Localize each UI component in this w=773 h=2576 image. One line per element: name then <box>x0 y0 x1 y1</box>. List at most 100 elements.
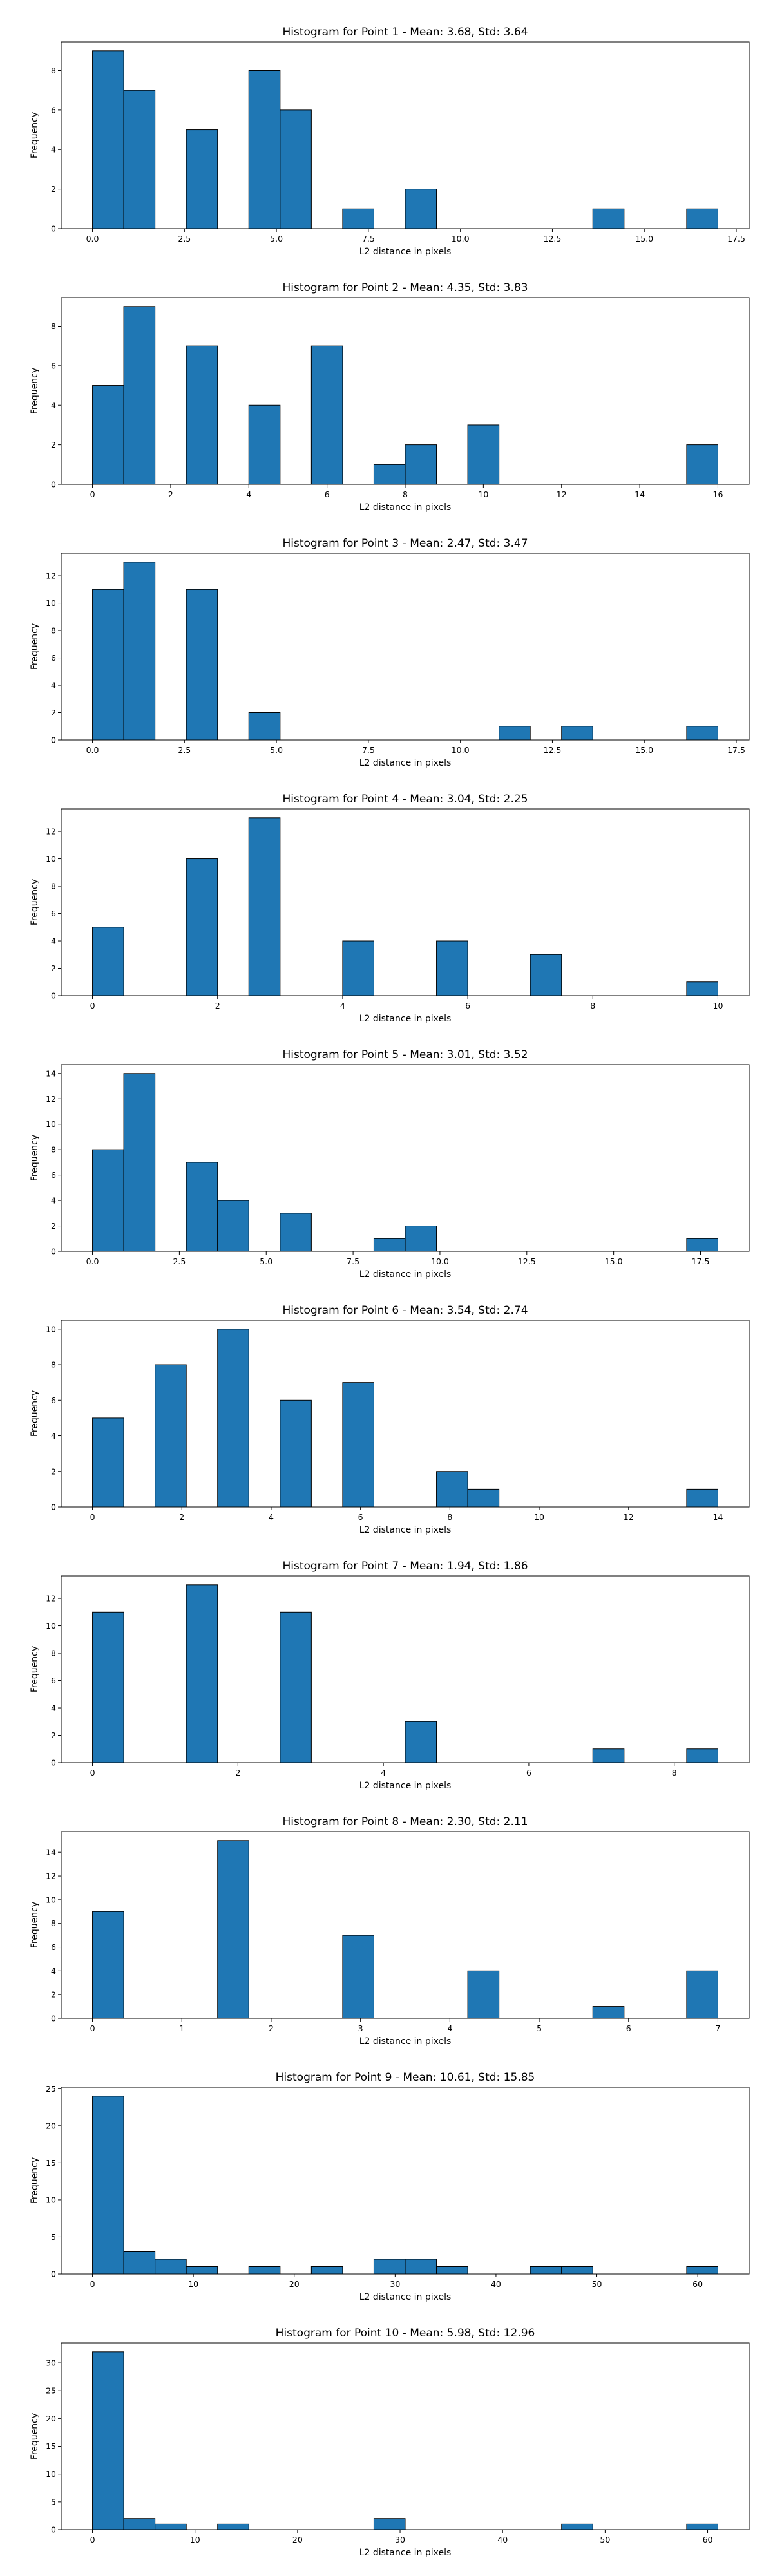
histogram-bar <box>436 940 468 996</box>
histogram-bar <box>686 1238 718 1252</box>
y-tick-label: 2 <box>51 1990 56 2000</box>
x-tick-label: 2 <box>179 1512 184 1522</box>
y-tick-label: 0 <box>51 2269 56 2279</box>
y-tick-label: 2 <box>51 440 56 450</box>
histogram-bar <box>436 2266 468 2275</box>
chart-title: Histogram for Point 5 - Mean: 3.01, Std:… <box>282 1048 528 1061</box>
histogram-bar <box>686 726 718 741</box>
chart-title: Histogram for Point 2 - Mean: 4.35, Std:… <box>282 281 528 294</box>
histogram-bar <box>186 129 218 229</box>
histogram-bar <box>280 1399 312 1508</box>
histogram-bar <box>123 306 156 485</box>
histogram-panel-1: Histogram for Point 1 - Mean: 3.68, Std:… <box>30 26 750 257</box>
y-tick-label: 2 <box>51 1466 56 1476</box>
y-tick-label: 12 <box>46 1871 56 1881</box>
plot-frame <box>61 41 750 229</box>
plot-frame <box>61 1320 750 1508</box>
histogram-bar <box>248 2266 281 2275</box>
y-tick-label: 2 <box>51 1221 56 1231</box>
histogram-bar <box>436 1471 468 1508</box>
x-tick-label: 4 <box>246 489 251 499</box>
histogram-bar <box>123 90 156 229</box>
histogram-bar <box>186 2266 218 2275</box>
histogram-bar <box>186 589 218 741</box>
y-tick-label: 4 <box>51 1703 56 1713</box>
x-tick-label: 20 <box>292 2535 303 2544</box>
y-tick-label: 15 <box>46 2441 56 2451</box>
histogram-bar <box>280 109 312 229</box>
y-tick-label: 6 <box>51 1676 56 1685</box>
x-tick-label: 20 <box>289 2279 300 2289</box>
y-axis-label: Frequency <box>30 879 40 925</box>
chart-title: Histogram for Point 10 - Mean: 5.98, Std… <box>276 2327 535 2340</box>
y-tick-label: 2 <box>51 1730 56 1740</box>
histogram-bar <box>248 712 281 741</box>
x-tick-label: 7 <box>715 2023 720 2033</box>
y-tick-label: 8 <box>51 1918 56 1928</box>
histogram-bar <box>467 424 500 485</box>
x-tick-label: 14 <box>635 489 645 499</box>
x-tick-label: 5.0 <box>260 1256 272 1266</box>
x-tick-label: 0 <box>90 2535 95 2544</box>
histogram-bar <box>592 208 625 229</box>
x-tick-label: 40 <box>491 2279 501 2289</box>
histogram-bar <box>561 726 593 741</box>
plot-frame <box>61 553 750 741</box>
histogram-bar <box>467 1970 500 2019</box>
y-tick-label: 0 <box>51 2014 56 2023</box>
chart-title: Histogram for Point 4 - Mean: 3.04, Std:… <box>282 793 528 806</box>
histogram-bar <box>405 1721 437 1763</box>
histogram-bar <box>561 2523 593 2530</box>
histogram-bar <box>405 189 437 229</box>
x-tick-label: 12.5 <box>544 234 562 243</box>
x-tick-label: 60 <box>703 2535 713 2544</box>
x-tick-label: 2 <box>168 489 173 499</box>
y-axis-label: Frequency <box>30 623 40 670</box>
y-tick-label: 10 <box>46 1895 56 1904</box>
x-tick-label: 8 <box>590 1001 595 1010</box>
y-tick-label: 2 <box>51 184 56 194</box>
histogram-bar <box>92 927 124 996</box>
histogram-bar <box>92 1149 124 1252</box>
histogram-bar <box>310 345 343 485</box>
y-tick-label: 10 <box>46 1621 56 1631</box>
x-tick-label: 4 <box>447 2023 452 2033</box>
histogram-bar <box>686 1748 718 1763</box>
y-tick-label: 12 <box>46 827 56 837</box>
y-tick-label: 15 <box>46 2158 56 2168</box>
chart-title: Histogram for Point 8 - Mean: 2.30, Std:… <box>282 1815 528 1828</box>
histogram-panel-9: Histogram for Point 9 - Mean: 10.61, Std… <box>30 2071 750 2302</box>
y-tick-label: 6 <box>51 361 56 370</box>
chart-title: Histogram for Point 1 - Mean: 3.68, Std:… <box>282 26 528 39</box>
y-tick-label: 14 <box>46 1848 56 1857</box>
y-tick-label: 0 <box>51 991 56 1001</box>
histogram-bar <box>310 2266 343 2275</box>
x-tick-label: 17.5 <box>727 234 745 243</box>
y-tick-label: 30 <box>46 2358 56 2368</box>
y-tick-label: 10 <box>46 2469 56 2479</box>
x-tick-label: 2 <box>235 1768 240 1777</box>
y-tick-label: 0 <box>51 1247 56 1256</box>
histogram-bar <box>155 1364 187 1508</box>
y-tick-label: 12 <box>46 1594 56 1604</box>
chart-title: Histogram for Point 6 - Mean: 3.54, Std:… <box>282 1304 528 1317</box>
histogram-bar <box>280 1611 312 1763</box>
x-tick-label: 10 <box>188 2279 198 2289</box>
y-tick-label: 0 <box>51 2525 56 2535</box>
x-tick-label: 4 <box>340 1001 345 1010</box>
x-tick-label: 15.0 <box>635 745 653 755</box>
x-tick-label: 10 <box>534 1512 544 1522</box>
y-tick-label: 4 <box>51 145 56 155</box>
histogram-bar <box>186 1584 218 1763</box>
histogram-bar <box>123 562 156 741</box>
x-tick-label: 12.5 <box>518 1256 536 1266</box>
histogram-bar <box>686 444 718 485</box>
plot-frame <box>61 1575 750 1763</box>
histogram-bar <box>405 444 437 485</box>
x-axis-label: L2 distance in pixels <box>359 247 452 257</box>
y-axis-label: Frequency <box>30 2413 40 2459</box>
histogram-bar <box>373 2518 406 2530</box>
x-tick-label: 0 <box>90 1512 95 1522</box>
plot-frame <box>61 1064 750 1252</box>
